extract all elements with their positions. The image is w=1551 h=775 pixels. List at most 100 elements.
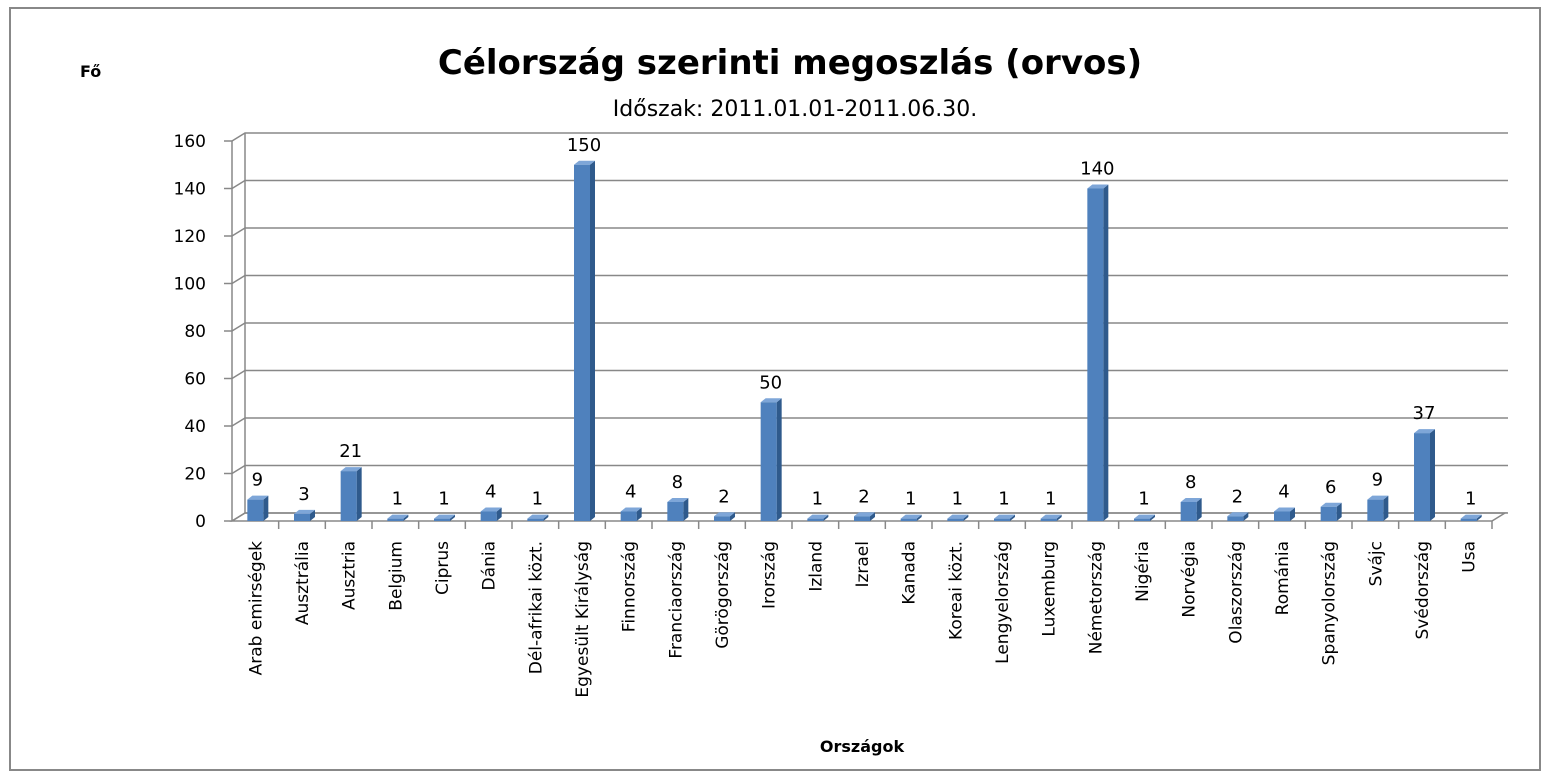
grid-line [231,322,1508,332]
bar-side [1336,502,1342,521]
bar-side [403,514,409,521]
bar [1227,516,1244,521]
bar-side [1010,514,1015,521]
bar [1087,188,1104,521]
data-label: 6 [1325,477,1336,498]
y-axis-label: Fő [80,62,101,81]
grid-line [231,227,1508,237]
bar-top [1460,514,1482,519]
bar [620,511,637,521]
bar-side [590,160,595,521]
bar-top [247,495,269,500]
bar-side [683,498,689,521]
bar-top [574,160,595,165]
bar [1134,518,1150,521]
data-label: 2 [1232,486,1243,507]
x-tick-label: Egyesült Királyság [573,541,593,698]
data-label: 3 [298,484,309,505]
chart-title: Célország szerinti megoszlás (orvos) [438,43,1142,83]
chart-border [9,7,1541,771]
bar-side [870,512,875,521]
bar [247,499,264,521]
chart-subtitle: Időszak: 2011.01.01-2011.06.30. [613,97,977,122]
bar [387,518,404,521]
bar-side [310,509,315,521]
y-tick-label: 100 [174,275,206,295]
grid-line [231,179,1508,190]
bar-side [496,507,502,521]
x-tick-label: Spanyolország [1320,541,1340,665]
bar [807,518,824,521]
x-tick-label: Luxemburg [1040,541,1060,637]
bar [434,518,450,521]
bar-side [356,467,362,521]
data-label: 1 [905,489,916,510]
x-tick-label: Görögország [713,541,733,649]
bar-top [1367,495,1389,500]
x-axis-label: Országok [820,737,905,756]
bar-top [294,509,315,514]
bar-top [947,514,969,519]
grid-line [231,132,1508,142]
x-tick-label: Franciaország [666,541,686,659]
bar-side [730,512,735,521]
x-tick-label: Olaszország [1226,541,1246,644]
y-tick-label: 160 [174,132,206,152]
bar [1414,433,1430,521]
bar-top [900,514,922,519]
bar-side [916,514,922,521]
data-label: 8 [672,472,683,493]
grid-line [231,512,1508,522]
bar-side [1476,514,1482,521]
bar-side [1243,512,1249,521]
y-tick-label: 80 [184,322,206,342]
bar-top [434,514,455,519]
data-label: 140 [1080,159,1114,180]
bar [994,518,1010,521]
bar-side [1103,184,1109,521]
data-label: 4 [1278,482,1289,503]
x-tick-label: Finnország [620,541,640,632]
y-tick-label: 20 [184,465,206,485]
bar-top [480,507,502,512]
data-label: 1 [1465,489,1476,510]
x-tick-label: Norvégia [1180,541,1200,618]
data-label: 2 [858,486,869,507]
x-tick-label: Svájc [1366,541,1386,586]
x-tick-label: Lengyelország [993,541,1013,664]
data-label: 21 [339,441,362,462]
data-label: 2 [718,486,729,507]
bar [480,511,497,521]
x-tick-label: Izland [806,541,826,592]
bar-top [667,498,689,502]
bar-side [1150,514,1155,521]
bar-top [1274,507,1295,512]
bar [760,402,777,521]
data-label: 1 [952,489,963,510]
y-tick-label: 120 [174,227,206,247]
bar-side [1430,429,1435,521]
x-tick-label: Kanada [900,541,920,605]
bar [1180,502,1197,521]
grid-line [231,464,1508,475]
x-tick-label: Ausztria [340,541,360,610]
x-tick-label: Nigéria [1133,541,1153,602]
bar-top [807,514,829,519]
bar-side [263,495,269,521]
bar-side [450,514,455,521]
bar-top [1087,184,1109,189]
bar [1320,506,1337,521]
data-label: 1 [812,489,823,510]
grid-line [231,369,1508,380]
bar [1274,511,1290,521]
bar-top [527,514,549,519]
bar-side [1056,514,1062,521]
bar [1367,499,1384,521]
data-label: 9 [252,470,263,491]
x-tick-label: Dél-afrikai közt. [526,541,546,674]
bar [294,513,310,521]
data-label: 1 [1138,489,1149,510]
bar [1040,518,1057,521]
bar-side [963,514,969,521]
bar-top [1180,498,1202,502]
